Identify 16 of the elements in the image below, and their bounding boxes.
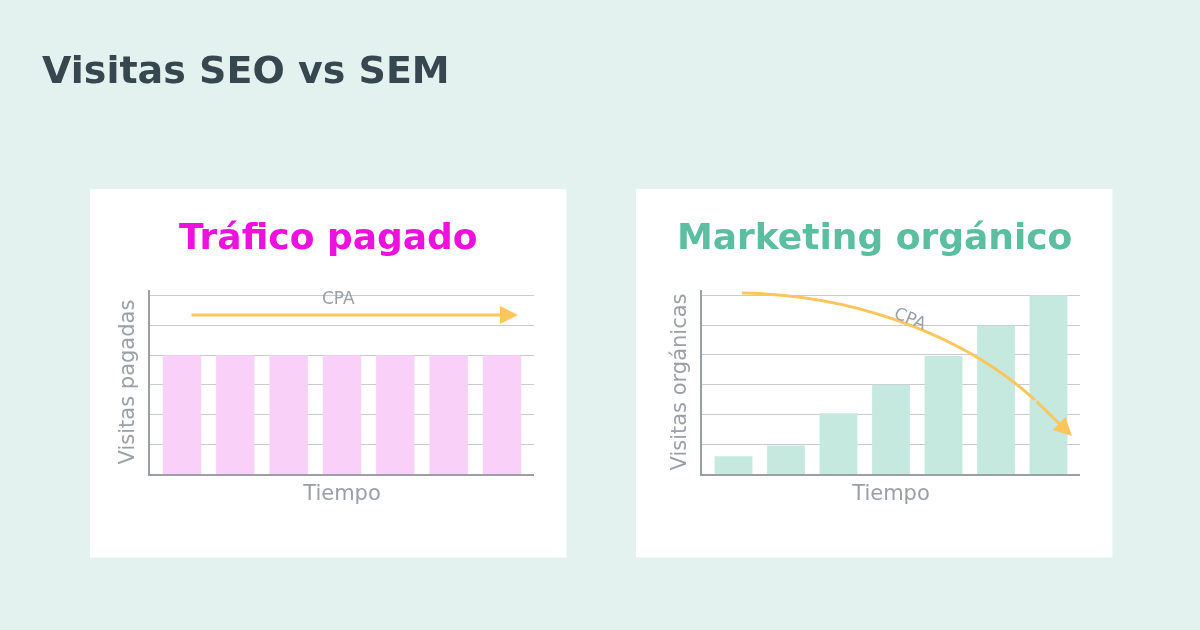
- text: CPA: [322, 288, 356, 308]
- chart-title: Marketing orgánico: [677, 216, 1073, 257]
- text: Visitas SEO vs SEM: [42, 48, 450, 92]
- bar: [1029, 295, 1068, 474]
- x-axis-title: Tiempo: [851, 481, 930, 506]
- bar: [924, 356, 963, 474]
- y-axis-title: Visitas orgánicas: [666, 293, 691, 471]
- annotation: CPA: [891, 302, 930, 334]
- bar: [872, 384, 910, 474]
- bar: [714, 456, 753, 474]
- x-axis-title: Tiempo: [302, 481, 381, 506]
- y-axis-title: Visitas pagadas: [114, 299, 139, 465]
- bar: [767, 445, 805, 474]
- bar: [977, 325, 1015, 474]
- bar: [819, 413, 858, 474]
- chart-title: Tráfico pagado: [179, 216, 478, 257]
